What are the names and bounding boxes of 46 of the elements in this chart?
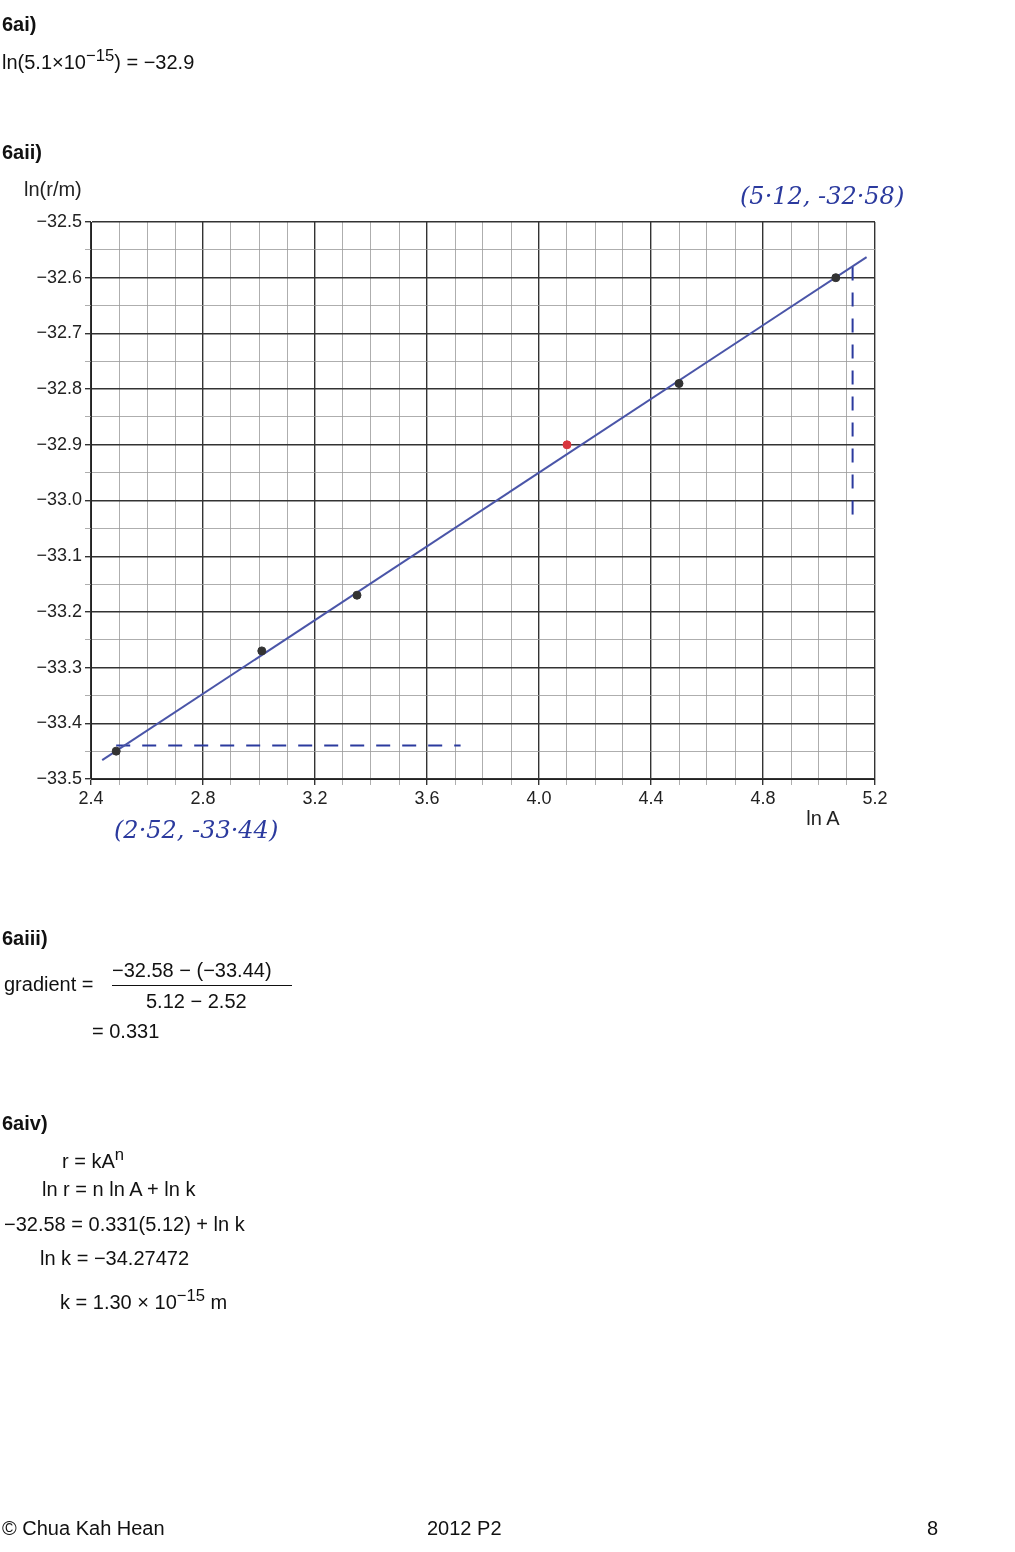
y-axis-title: ln(r/m) bbox=[24, 177, 82, 200]
text: 6aiii) bbox=[2, 926, 48, 950]
x-tick-label: 4.8 bbox=[750, 787, 776, 808]
text: −32.58 − (−33.44) bbox=[112, 958, 272, 982]
text: 2012 P2 bbox=[427, 1516, 502, 1540]
point bbox=[562, 440, 572, 450]
text: (2·52, -33·44) bbox=[114, 816, 279, 844]
text: r = kA$^{n}$ bbox=[62, 1144, 125, 1173]
y-tick-label: −32.6 bbox=[36, 266, 82, 287]
text: 6aiv) bbox=[2, 1111, 48, 1135]
point bbox=[352, 590, 362, 600]
point bbox=[111, 746, 121, 756]
y-tick-label: −33.4 bbox=[36, 712, 82, 733]
y-tick-label: −33.5 bbox=[36, 767, 82, 788]
x-tick-label: 2.4 bbox=[78, 787, 104, 808]
text: ln(5.1×10$^{−15}$) = −32.9 bbox=[2, 45, 195, 74]
x-tick-label: 5.2 bbox=[862, 787, 888, 808]
x-tick-label: 3.2 bbox=[302, 787, 328, 808]
text: gradient = bbox=[4, 972, 94, 996]
y-tick-label: −33.2 bbox=[36, 600, 82, 621]
text: (5·12, -32·58) bbox=[740, 182, 905, 210]
x-tick-label: 2.8 bbox=[190, 787, 216, 808]
x-tick-label: 4.0 bbox=[526, 787, 552, 808]
x-axis-title: ln A bbox=[806, 806, 841, 829]
text: ln r = n ln A + ln k bbox=[42, 1177, 196, 1201]
text: = 0.331 bbox=[92, 1019, 160, 1043]
y-tick-label: −33.1 bbox=[36, 545, 82, 566]
point bbox=[831, 273, 841, 283]
y-tick-label: −32.8 bbox=[36, 378, 82, 399]
text: −32.58 = 0.331(5.12) + ln k bbox=[4, 1212, 245, 1236]
point bbox=[257, 646, 267, 656]
text: k = 1.30 × 10$^{−15}$ m bbox=[60, 1285, 228, 1314]
chart-title: 6aii) bbox=[2, 140, 43, 164]
text: 6ai) bbox=[2, 12, 37, 36]
y-tick-label: −32.9 bbox=[36, 433, 82, 454]
y-tick-label: −33.0 bbox=[36, 489, 82, 510]
point bbox=[674, 379, 684, 389]
text: © Chua Kah Hean bbox=[2, 1516, 165, 1540]
text: ln k = −34.27472 bbox=[40, 1246, 190, 1270]
x-tick-label: 3.6 bbox=[414, 787, 440, 808]
text: 5.12 − 2.52 bbox=[146, 989, 247, 1013]
y-tick-label: −33.3 bbox=[36, 656, 82, 677]
text: 8 bbox=[927, 1516, 939, 1540]
y-tick-label: −32.7 bbox=[36, 322, 82, 343]
x-tick-label: 4.4 bbox=[638, 787, 664, 808]
y-tick-label: −32.5 bbox=[36, 210, 82, 231]
